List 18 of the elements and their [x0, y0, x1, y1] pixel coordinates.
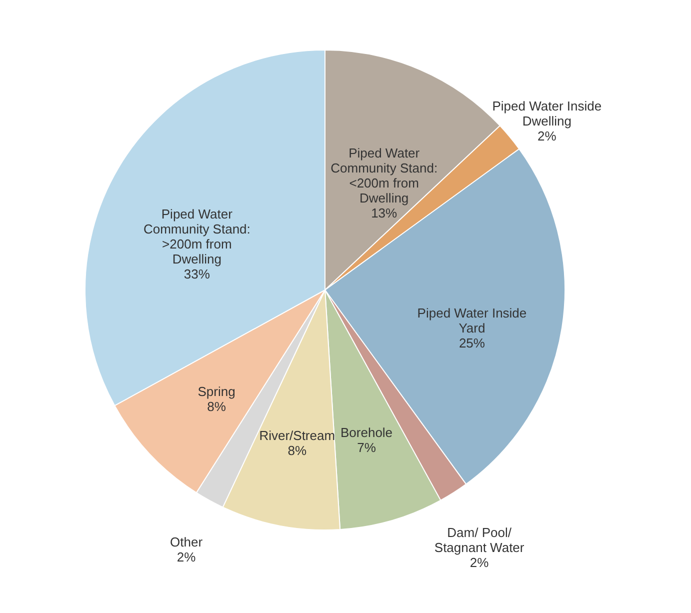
slice-label: Piped Water Inside Yard [417, 305, 527, 336]
slice-label: Dam/ Pool/ Stagnant Water [434, 525, 525, 556]
slice-label: Other [170, 534, 204, 550]
slice-label: Piped Water Community Stand: <200m from Dwelling [330, 145, 438, 206]
data-label: 2% [470, 555, 490, 570]
data-label: 8% [207, 398, 226, 414]
data-label: 8% [288, 443, 307, 458]
slice-label: Piped Water Inside Dwelling [492, 98, 602, 128]
data-label: 2% [176, 549, 196, 564]
data-label: 33% [184, 266, 210, 282]
slice-label: Spring [198, 384, 236, 399]
slice-label: Borehole [340, 424, 393, 440]
slice-label: River/Stream [259, 428, 336, 444]
data-label: 2% [538, 128, 557, 144]
data-label: 7% [357, 440, 376, 455]
data-label: 13% [371, 205, 398, 220]
slice-label: Piped Water Community Stand: >200m from Dwelling [143, 206, 250, 266]
data-label: 25% [458, 335, 486, 350]
